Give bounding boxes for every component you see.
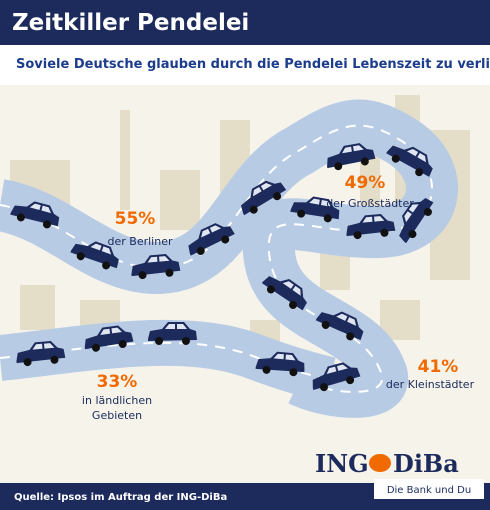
percent: 49% [345, 173, 386, 193]
header-bar [0, 0, 490, 45]
title: Zeitkiller Pendelei [12, 10, 249, 36]
group-label: der Berliner [108, 235, 173, 248]
source: Quelle: Ipsos im Auftrag der ING-DiBa [14, 492, 227, 503]
group-label: der Großstädter [326, 197, 414, 210]
group-label: in ländlichen [82, 394, 152, 407]
percent: 55% [115, 209, 156, 229]
logo: ING DiBa [315, 449, 459, 478]
lion-icon [369, 454, 391, 472]
subtitle: Soviele Deutsche glauben durch die Pende… [16, 57, 490, 72]
subtitle-band [0, 45, 490, 85]
percent: 41% [418, 357, 459, 377]
logo-text: DiBa [393, 449, 459, 478]
slogan: Die Bank und Du [387, 485, 471, 496]
group-label: Gebieten [92, 409, 142, 422]
logo-text: ING [315, 449, 369, 478]
percent: 33% [97, 372, 138, 392]
group-label: der Kleinstädter [386, 378, 475, 391]
slogan-box [374, 479, 484, 499]
